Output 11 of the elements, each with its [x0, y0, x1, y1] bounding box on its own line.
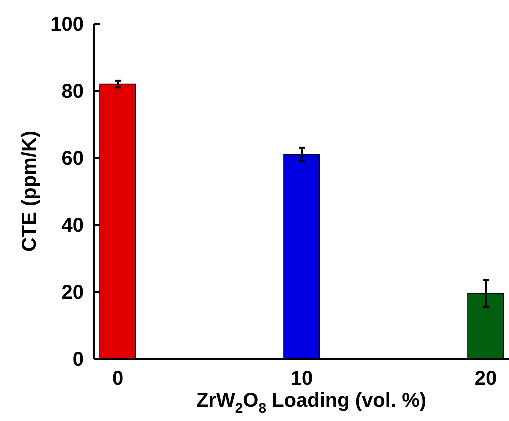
y-tick-label: 100: [50, 14, 84, 36]
x-tick-label: 0: [112, 368, 124, 390]
y-tick-label: 80: [62, 81, 84, 103]
y-tick-label: 40: [62, 215, 84, 237]
y-tick-label: 20: [62, 282, 84, 304]
y-axis-title: CTE (ppm/K): [19, 130, 41, 252]
x-tick-label: 10: [290, 368, 314, 390]
x-axis-title: ZrW$_{2}$O$_{8}$ Loading (vol. %): [196, 390, 427, 416]
y-tick-label: 0: [72, 349, 84, 371]
y-tick-label: 60: [62, 148, 84, 170]
x-tick-label: 20: [474, 368, 498, 390]
